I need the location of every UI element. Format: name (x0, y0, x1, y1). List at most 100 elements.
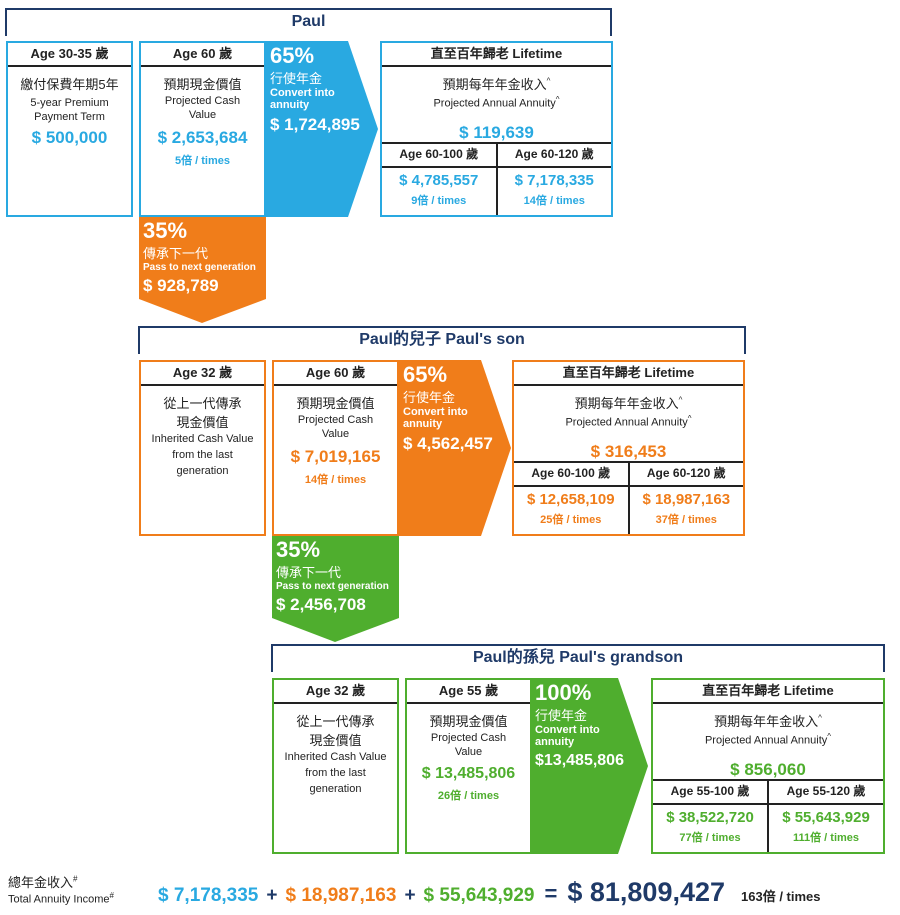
gen1-convert-arrow-shape (264, 41, 378, 217)
gen2-col2-label: Age 60-120 歲 (629, 463, 743, 487)
gen1-convert-arrow: 65% 行使年金 Convert into annuity $ 1,724,89… (270, 44, 370, 135)
gen2-pass-arrow: 35% 傳承下一代 Pass to next generation $ 2,45… (276, 538, 398, 615)
gen2-cash-box: Age 60 歲 預期現金價值 Projected Cash Value $ 7… (272, 360, 399, 536)
gen1-cash-amount: $ 2,653,684 (157, 128, 248, 147)
total-a: $ 7,178,335 (158, 885, 259, 906)
gen2-lifetime-col1: Age 60-100 歲 $ 12,658,109 25倍 / times (514, 463, 628, 534)
gen2-inherit-zh2: 現金價值 (176, 415, 229, 430)
total-sum: $ 81,809,427 (567, 877, 726, 907)
gen3-convert-amount: $13,485,806 (535, 752, 624, 769)
gen2-pass-en: Pass to next generation (276, 581, 389, 592)
gen3-inherit-box: Age 32 歲 從上一代傳承 現金價值 Inherited Cash Valu… (272, 678, 399, 854)
gen3-inherit-en: Inherited Cash Value from the last gener… (284, 751, 387, 795)
gen1-header: Paul (5, 8, 612, 36)
gen2-cash-times: 14倍 / times (304, 474, 367, 486)
gen3-cash-box: Age 55 歲 預期現金價值 Projected Cash Value $ 1… (405, 678, 532, 854)
total-equation: $ 7,178,335 + $ 18,987,163 + $ 55,643,92… (158, 877, 898, 908)
gen3-convert-arrow: 100% 行使年金 Convert into annuity $13,485,8… (535, 681, 645, 770)
gen3-convert-arrow-shape (530, 678, 648, 854)
gen1-cash-zh: 預期現金價值 (163, 77, 242, 92)
gen3-col2-label: Age 55-120 歲 (769, 781, 883, 805)
gen2-header: Paul的兒子 Paul's son (138, 326, 746, 354)
gen1-col1-amount: $ 4,785,557 (399, 172, 479, 189)
gen2-convert-zh: 行使年金 (403, 390, 456, 405)
gen2-lifetime-col2: Age 60-120 歲 $ 18,987,163 37倍 / times (627, 463, 743, 534)
gen2-convert-pct: 65% (403, 362, 448, 387)
gen3-convert-zh: 行使年金 (535, 708, 588, 723)
gen1-term-en: 5-year Premium Payment Term (30, 97, 109, 123)
gen3-col1-amount: $ 38,522,720 (666, 809, 754, 826)
gen3-cash-amount: $ 13,485,806 (421, 765, 516, 782)
gen2-convert-en: Convert into annuity (403, 406, 468, 430)
gen3-col1-label: Age 55-100 歲 (653, 781, 767, 805)
gen3-col2-amount: $ 55,643,929 (782, 809, 870, 826)
gen2-pass-zh: 傳承下一代 (276, 565, 342, 580)
gen2-convert-amount: $ 4,562,457 (403, 434, 493, 453)
gen2-col1-times: 25倍 / times (540, 514, 602, 526)
gen1-pass-arrow: 35% 傳承下一代 Pass to next generation $ 928,… (143, 219, 265, 296)
gen2-pass-pct: 35% (276, 537, 321, 562)
gen1-pass-pct: 35% (143, 218, 188, 243)
gen2-inherit-age: Age 32 歲 (141, 362, 264, 386)
gen3-cash-en: Projected Cash Value (430, 732, 507, 758)
total-label-en: Total Annuity Income# (8, 891, 114, 906)
gen1-term-age: Age 30-35 歲 (8, 43, 131, 67)
total-times: 163倍 / times (741, 889, 821, 904)
gen1-convert-pct: 65% (270, 43, 315, 68)
gen3-cash-zh: 預期現金價值 (429, 714, 508, 729)
total-plus-2: + (404, 885, 416, 906)
gen2-inherit-zh1: 從上一代傳承 (163, 396, 242, 411)
gen3-convert-en: Convert into annuity (535, 724, 600, 748)
gen2-convert-arrow-shape (397, 360, 511, 536)
gen2-cash-zh: 預期現金價值 (296, 396, 375, 411)
gen3-lifetime-zh: 預期每年年金收入^ (714, 713, 822, 729)
gen3-col2-times: 111倍 / times (792, 832, 860, 844)
gen3-cash-times: 26倍 / times (437, 790, 500, 802)
total-equals: = (544, 881, 558, 906)
gen3-lifetime-amount: $ 856,060 (730, 759, 806, 779)
gen2-lifetime-box: 直至百年歸老 Lifetime 預期每年年金收入^ Projected Annu… (512, 360, 745, 536)
gen2-col1-label: Age 60-100 歲 (514, 463, 628, 487)
gen2-lifetime-en: Projected Annual Annuity^ (565, 414, 692, 429)
gen1-pass-arrow-shape (139, 217, 266, 323)
gen1-cash-age: Age 60 歲 (141, 43, 264, 67)
gen3-inherit-age: Age 32 歲 (274, 680, 397, 704)
gen2-cash-en: Projected Cash Value (297, 414, 374, 440)
gen2-lifetime-split: Age 60-100 歲 $ 12,658,109 25倍 / times Ag… (514, 461, 743, 534)
gen1-col1-times: 9倍 / times (411, 195, 467, 207)
gen3-lifetime-split: Age 55-100 歲 $ 38,522,720 77倍 / times Ag… (653, 779, 883, 852)
gen1-col2-label: Age 60-120 歲 (497, 144, 611, 168)
gen1-lifetime-zh: 預期每年年金收入^ (442, 76, 551, 92)
gen1-pass-amount: $ 928,789 (143, 276, 219, 295)
gen1-pass-en: Pass to next generation (143, 262, 256, 273)
gen2-col2-amount: $ 18,987,163 (642, 491, 731, 508)
gen2-convert-arrow: 65% 行使年金 Convert into annuity $ 4,562,45… (403, 363, 503, 454)
gen3-lifetime-title: 直至百年歸老 Lifetime (653, 680, 883, 704)
gen1-lifetime-col1: Age 60-100 歲 $ 4,785,557 9倍 / times (382, 144, 496, 215)
gen2-cash-age: Age 60 歲 (274, 362, 397, 386)
gen3-cash-age: Age 55 歲 (407, 680, 530, 704)
gen1-pass-zh: 傳承下一代 (143, 246, 209, 261)
gen3-inherit-zh1: 從上一代傳承 (296, 714, 375, 729)
gen1-convert-amount: $ 1,724,895 (270, 115, 360, 134)
gen1-term-zh: 繳付保費年期5年 (20, 77, 119, 92)
gen3-col1-times: 77倍 / times (679, 832, 741, 844)
gen1-col2-amount: $ 7,178,335 (514, 172, 594, 189)
gen2-inherit-box: Age 32 歲 從上一代傳承 現金價值 Inherited Cash Valu… (139, 360, 266, 536)
gen2-col2-times: 37倍 / times (655, 514, 717, 526)
total-c: $ 55,643,929 (423, 885, 535, 906)
gen1-convert-en: Convert into annuity (270, 87, 335, 111)
total-label-zh: 總年金收入# (8, 874, 78, 890)
total-label: 總年金收入# Total Annuity Income# (8, 872, 158, 906)
gen2-lifetime-zh: 預期每年年金收入^ (574, 395, 683, 411)
gen3-lifetime-box: 直至百年歸老 Lifetime 預期每年年金收入^ Projected Annu… (651, 678, 885, 854)
gen1-lifetime-col2: Age 60-120 歲 $ 7,178,335 14倍 / times (495, 144, 611, 215)
gen1-lifetime-en: Projected Annual Annuity^ (433, 95, 560, 110)
gen3-lifetime-col1: Age 55-100 歲 $ 38,522,720 77倍 / times (653, 781, 767, 852)
gen1-cash-en: Projected Cash Value (164, 95, 241, 121)
gen2-lifetime-title: 直至百年歸老 Lifetime (514, 362, 743, 386)
gen3-lifetime-en: Projected Annual Annuity^ (704, 732, 832, 747)
gen1-lifetime-box: 直至百年歸老 Lifetime 預期每年年金收入^ Projected Annu… (380, 41, 613, 217)
gen2-pass-amount: $ 2,456,708 (276, 595, 366, 614)
gen2-col1-amount: $ 12,658,109 (526, 491, 615, 508)
